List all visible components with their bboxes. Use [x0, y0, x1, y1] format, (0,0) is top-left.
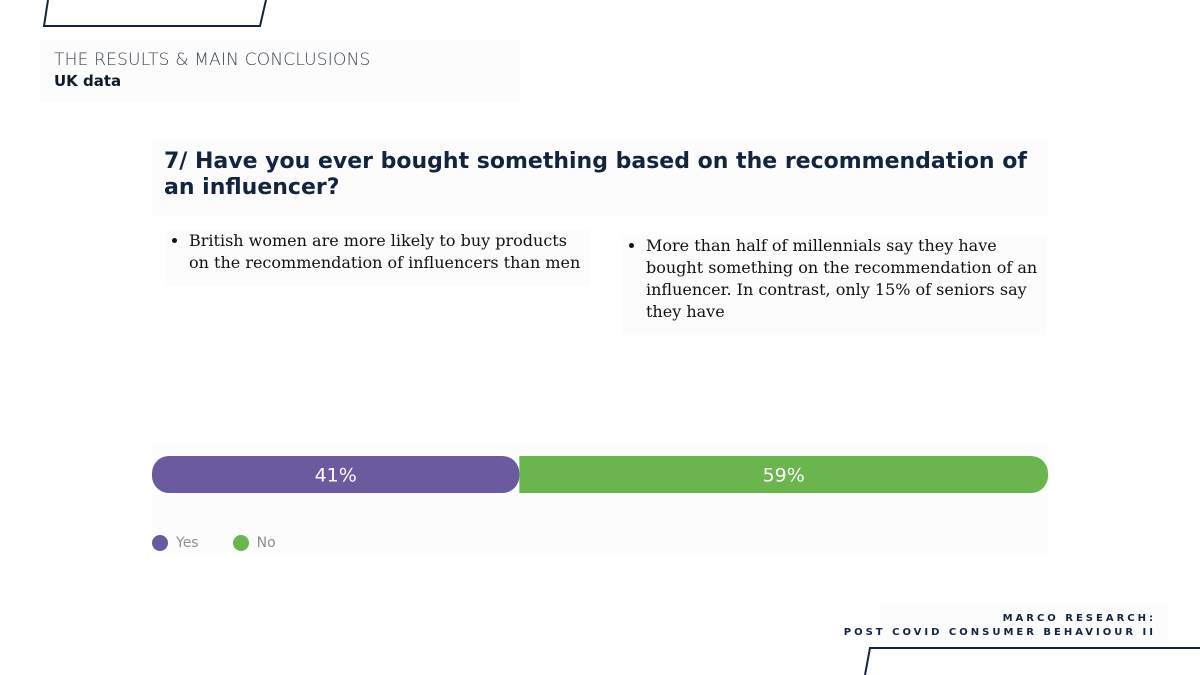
- insight-note-age: More than half of millennials say they h…: [622, 235, 1047, 335]
- footer-report-title: POST COVID CONSUMER BEHAVIOUR II: [843, 627, 1156, 638]
- footer-panel: [880, 604, 1168, 648]
- section-subtitle: UK data: [54, 72, 122, 90]
- stacked-bar-chart: 41% 59%: [152, 456, 1048, 493]
- corner-decoration-bottom: [864, 647, 1200, 675]
- question-panel: [152, 140, 1048, 216]
- section-label: THE RESULTS & MAIN CONCLUSIONS: [54, 50, 371, 70]
- question-title: 7/ Have you ever bought something based …: [164, 149, 1027, 200]
- insight-text: More than half of millennials say they h…: [646, 235, 1047, 323]
- footer-brand: MARCO RESEARCH:: [1002, 613, 1156, 624]
- bar-no: [519, 456, 1048, 493]
- corner-decoration-top: [42, 0, 267, 27]
- legend-label-no: No: [256, 535, 276, 551]
- data-label-yes: 41%: [315, 465, 357, 487]
- insight-note-gender: British women are more likely to buy pro…: [165, 230, 590, 286]
- insight-text: British women are more likely to buy pro…: [189, 230, 590, 274]
- legend-item-yes: Yes: [152, 535, 199, 551]
- legend-swatch-yes: [152, 535, 168, 551]
- bar-yes: [152, 456, 520, 493]
- chart-legend: Yes No: [152, 535, 276, 551]
- legend-item-no: No: [232, 535, 276, 551]
- legend-swatch-no: [232, 535, 249, 551]
- data-label-no: 59%: [763, 465, 805, 487]
- header-panel: [40, 40, 520, 102]
- legend-label-yes: Yes: [176, 535, 199, 551]
- chart-area: 41% 59%: [152, 445, 1048, 553]
